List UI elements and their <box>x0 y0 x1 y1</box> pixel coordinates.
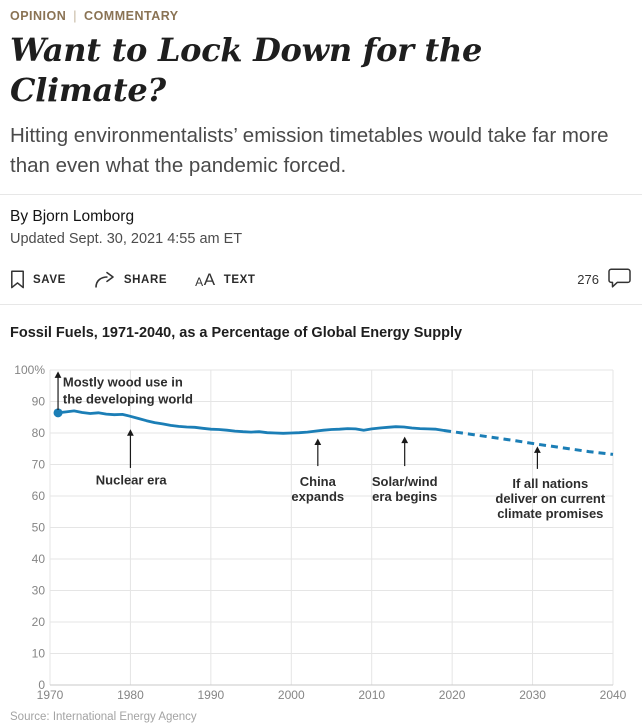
y-tick-label: 80 <box>32 426 46 440</box>
y-tick-label: 0 <box>38 678 45 692</box>
x-tick-label: 2030 <box>519 688 546 702</box>
x-tick-label: 2010 <box>358 688 385 702</box>
y-tick-label: 20 <box>32 615 46 629</box>
annotation-label: Nuclear era <box>96 472 168 487</box>
y-tick-label: 70 <box>32 458 46 472</box>
subsection-label[interactable]: COMMENTARY <box>84 9 179 23</box>
section-label[interactable]: OPINION <box>10 9 67 23</box>
share-button[interactable]: SHARE <box>94 271 167 289</box>
share-label: SHARE <box>123 273 168 286</box>
y-tick-label: 90 <box>32 395 46 409</box>
x-tick-label: 2000 <box>278 688 305 702</box>
y-tick-label: 40 <box>32 552 46 566</box>
x-tick-label: 1970 <box>37 688 64 702</box>
bookmark-icon <box>10 270 25 289</box>
article-subtitle: Hitting environmentalists’ emission time… <box>10 124 609 177</box>
annotation-label: If all nations deliver on current climate … <box>495 476 605 521</box>
breadcrumb: OPINION | COMMENTARY <box>0 9 642 23</box>
x-tick-label: 1990 <box>198 688 225 702</box>
annotation-arrowhead <box>314 438 322 445</box>
series-line-dashed <box>443 429 614 456</box>
chart-title: Fossil Fuels, 1971-2040, as a Percentage… <box>10 325 463 341</box>
share-icon <box>94 271 116 289</box>
comment-count: 276 <box>577 272 599 287</box>
y-tick-label: 60 <box>32 489 46 503</box>
save-button[interactable]: SAVE <box>10 270 66 289</box>
annotation-arrowhead <box>401 436 409 444</box>
y-tick-label: 10 <box>32 647 46 661</box>
x-tick-label: 2040 <box>600 688 627 702</box>
article-page: OPINION | COMMENTARY Want to Lock Down f… <box>0 9 642 723</box>
save-label: SAVE <box>33 273 66 286</box>
annotation-arrowhead <box>54 371 62 378</box>
y-tick-label: 50 <box>32 521 46 535</box>
text-label: TEXT <box>223 273 256 286</box>
updated-timestamp: Updated Sept. 30, 2021 4:55 am ET <box>10 231 243 247</box>
annotation-label: Solar/wind era begins <box>372 474 438 504</box>
page-title: Want to Lock Down for the Climate? <box>10 31 483 109</box>
divider-top <box>0 194 642 195</box>
breadcrumb-separator: | <box>73 9 78 23</box>
annotation-label: Mostly wood use in the developing world <box>63 374 193 406</box>
annotation-arrowhead <box>534 446 541 453</box>
annotation-label: China expands <box>291 474 344 504</box>
series-line-solid <box>56 409 446 435</box>
annotation-arrowhead <box>127 429 134 436</box>
y-tick-label: 100% <box>14 363 45 377</box>
comments-button[interactable]: 276 <box>577 268 632 291</box>
divider-toolbar <box>0 304 642 305</box>
fossil-fuels-chart: 0 10 20 30 40 50 60 70 80 90 100% 1970 1980 1990 2000 2… <box>0 344 642 706</box>
x-tick-label: 2020 <box>439 688 466 702</box>
comment-bubble-icon <box>607 268 632 291</box>
author-byline[interactable]: By Bjorn Lomborg <box>10 208 135 225</box>
y-tick-label: 30 <box>32 584 46 598</box>
series-start-dot <box>53 408 63 418</box>
x-tick-label: 1980 <box>117 688 144 702</box>
chart-source: Source: International Energy Agency <box>10 711 197 723</box>
